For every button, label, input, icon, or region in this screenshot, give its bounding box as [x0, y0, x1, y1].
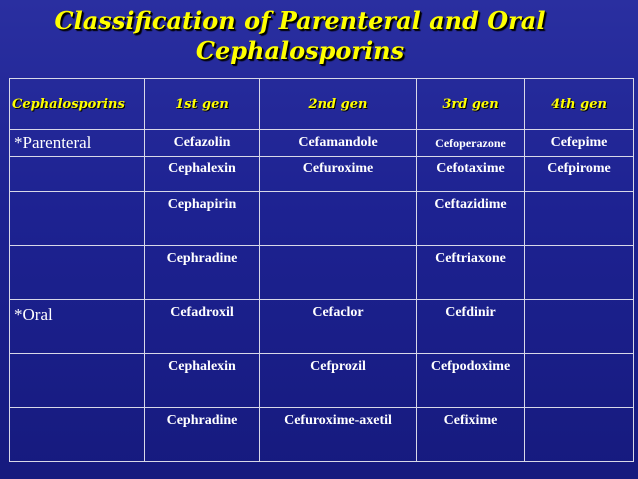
table-cell: Cefpodoxime [416, 353, 525, 408]
header-3rd-gen: 3rd gen [416, 78, 525, 130]
table-cell: Cefepime [524, 129, 634, 157]
table-cell: Cephapirin [144, 191, 260, 246]
table-cell: Cefoperazone [416, 129, 525, 157]
table-cell [524, 299, 634, 354]
table-cell: Cephalexin [144, 353, 260, 408]
table-cell: Cefdinir [416, 299, 525, 354]
table-row: Cephapirin Ceftazidime [9, 191, 634, 246]
table-cell: Cephradine [144, 407, 260, 462]
table-row: *Parenteral Cefazolin Cefamandole Cefope… [9, 129, 634, 157]
table-row: Cephalexin Cefuroxime Cefotaxime Cefpiro… [9, 156, 634, 192]
table-row: Cephalexin Cefprozil Cefpodoxime [9, 353, 634, 408]
slide-title-line-2: Cephalosporins [195, 36, 405, 65]
category-cell [9, 245, 145, 300]
table-cell [259, 245, 417, 300]
table-cell: Cephalexin [144, 156, 260, 192]
category-cell: *Oral [9, 299, 145, 354]
category-cell: *Parenteral [9, 129, 145, 157]
slide-title: Classification of Parenteral and Oral Ce… [0, 6, 600, 66]
table-cell: Cefuroxime [259, 156, 417, 192]
table-cell [524, 407, 634, 462]
header-4th-gen: 4th gen [524, 78, 634, 130]
table-row: *Oral Cefadroxil Cefaclor Cefdinir [9, 299, 634, 354]
category-cell [9, 407, 145, 462]
table-cell: Cefpirome [524, 156, 634, 192]
table-row: Cephradine Ceftriaxone [9, 245, 634, 300]
slide-title-line-1: Classification of Parenteral and Oral [54, 6, 546, 35]
table-cell [524, 353, 634, 408]
table-cell: Ceftazidime [416, 191, 525, 246]
category-cell [9, 156, 145, 192]
table-cell [524, 191, 634, 246]
table-cell: Ceftriaxone [416, 245, 525, 300]
table-cell: Cefamandole [259, 129, 417, 157]
header-cephalosporins: Cephalosporins [9, 78, 145, 130]
table-cell: Cefuroxime-axetil [259, 407, 417, 462]
table-cell: Cefazolin [144, 129, 260, 157]
table-cell [524, 245, 634, 300]
table-header-row: Cephalosporins 1st gen 2nd gen 3rd gen 4… [9, 78, 634, 130]
table-cell: Cefadroxil [144, 299, 260, 354]
table-cell: Cefprozil [259, 353, 417, 408]
category-cell [9, 191, 145, 246]
header-2nd-gen: 2nd gen [259, 78, 417, 130]
header-1st-gen: 1st gen [144, 78, 260, 130]
classification-table: Cephalosporins 1st gen 2nd gen 3rd gen 4… [9, 78, 634, 462]
table-cell [259, 191, 417, 246]
table-cell: Cefixime [416, 407, 525, 462]
table-cell: Cefaclor [259, 299, 417, 354]
category-cell [9, 353, 145, 408]
table-cell: Cefotaxime [416, 156, 525, 192]
table-cell: Cephradine [144, 245, 260, 300]
table-row: Cephradine Cefuroxime-axetil Cefixime [9, 407, 634, 462]
